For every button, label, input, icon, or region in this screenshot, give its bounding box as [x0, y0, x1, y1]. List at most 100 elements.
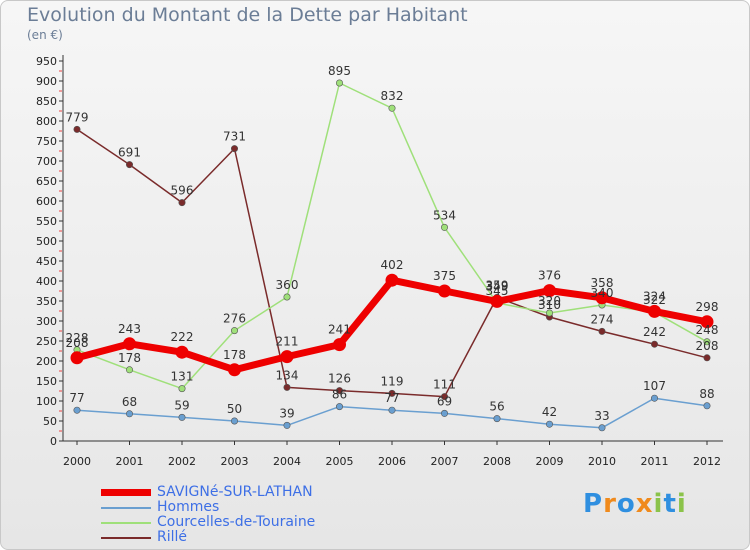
y-tick-label: 400 — [36, 275, 57, 288]
data-label: 208 — [66, 336, 89, 350]
x-tick-label: 2009 — [536, 455, 564, 468]
data-label: 131 — [171, 370, 194, 384]
y-tick-label: 150 — [36, 375, 57, 388]
legend-label: SAVIGNé-SUR-LATHAN — [157, 484, 313, 500]
data-point — [178, 413, 186, 421]
data-point — [700, 315, 714, 329]
data-label: 211 — [276, 335, 299, 349]
data-point — [438, 284, 451, 298]
data-point — [545, 309, 553, 317]
legend-swatch — [101, 506, 151, 509]
data-point — [280, 350, 294, 364]
data-label: 322 — [643, 293, 666, 307]
y-tick-label: 850 — [36, 95, 57, 108]
x-tick-label: 2003 — [221, 455, 249, 468]
data-point — [283, 421, 291, 429]
x-tick-label: 2001 — [116, 455, 144, 468]
data-point — [335, 387, 343, 395]
data-point — [175, 345, 189, 359]
data-point — [703, 338, 711, 346]
legend-label: Courcelles-de-Touraine — [157, 514, 316, 530]
data-label: 298 — [696, 300, 719, 314]
data-label: 126 — [328, 372, 351, 386]
data-label: 358 — [591, 276, 614, 290]
data-label: 111 — [433, 378, 456, 392]
x-tick-label: 2011 — [641, 455, 669, 468]
data-point — [231, 327, 239, 335]
data-label: 359 — [486, 278, 509, 292]
data-label: 320 — [538, 294, 561, 308]
y-tick-label: 50 — [43, 415, 57, 428]
data-point — [545, 420, 553, 428]
y-tick-label: 350 — [36, 295, 57, 308]
data-point — [126, 410, 134, 418]
y-tick-label: 700 — [36, 155, 57, 168]
data-point — [650, 340, 658, 348]
data-label: 895 — [328, 64, 351, 78]
data-point — [703, 402, 711, 410]
data-point — [178, 385, 186, 393]
data-label: 88 — [699, 387, 714, 401]
data-label: 178 — [223, 348, 246, 362]
data-point — [73, 125, 81, 133]
data-point — [385, 273, 399, 287]
data-point — [598, 424, 606, 432]
y-tick-label: 200 — [36, 355, 57, 368]
data-point — [231, 145, 239, 153]
x-tick-label: 2000 — [63, 455, 91, 468]
data-label: 86 — [332, 388, 347, 402]
legend-label: Hommes — [157, 499, 220, 515]
data-point — [126, 366, 134, 374]
y-tick-label: 950 — [36, 55, 57, 68]
data-label: 69 — [437, 394, 452, 408]
data-point — [493, 415, 501, 423]
y-tick-label: 800 — [36, 115, 57, 128]
legend-swatch — [101, 521, 151, 524]
data-label: 222 — [171, 330, 194, 344]
data-label: 242 — [643, 325, 666, 339]
y-tick-label: 100 — [36, 395, 57, 408]
x-tick-label: 2005 — [326, 455, 354, 468]
data-label: 68 — [122, 395, 137, 409]
data-label: 349 — [486, 279, 509, 293]
data-label: 39 — [279, 406, 294, 420]
data-label: 56 — [489, 400, 504, 414]
legend-item: SAVIGNé-SUR-LATHAN — [101, 485, 315, 500]
data-point — [70, 351, 84, 365]
data-point — [335, 403, 343, 411]
data-point — [650, 394, 658, 402]
x-tick-label: 2007 — [431, 455, 459, 468]
data-label: 50 — [227, 402, 242, 416]
y-tick-label: 900 — [36, 75, 57, 88]
data-label: 534 — [433, 208, 456, 222]
data-point — [440, 409, 448, 417]
data-point — [648, 304, 661, 318]
data-label: 360 — [276, 278, 299, 292]
data-point — [123, 337, 136, 351]
data-point — [228, 363, 241, 377]
proxiti-logo: Proxiti — [583, 489, 687, 519]
data-label: 77 — [69, 391, 84, 405]
data-point — [543, 284, 556, 298]
data-point — [178, 199, 186, 207]
data-label: 340 — [591, 286, 614, 300]
data-label: 832 — [381, 89, 404, 103]
data-point — [283, 383, 291, 391]
data-point — [598, 327, 606, 335]
data-label: 241 — [328, 323, 351, 337]
data-label: 134 — [276, 368, 299, 382]
y-tick-label: 250 — [36, 335, 57, 348]
data-label: 691 — [118, 146, 141, 160]
y-tick-label: 450 — [36, 255, 57, 268]
data-label: 276 — [223, 312, 246, 326]
data-label: 779 — [66, 110, 89, 124]
y-tick-label: 300 — [36, 315, 57, 328]
data-point — [595, 291, 609, 305]
data-label: 208 — [696, 339, 719, 353]
y-tick-label: 750 — [36, 135, 57, 148]
data-point — [283, 293, 291, 301]
data-label: 248 — [696, 323, 719, 337]
data-label: 731 — [223, 130, 246, 144]
